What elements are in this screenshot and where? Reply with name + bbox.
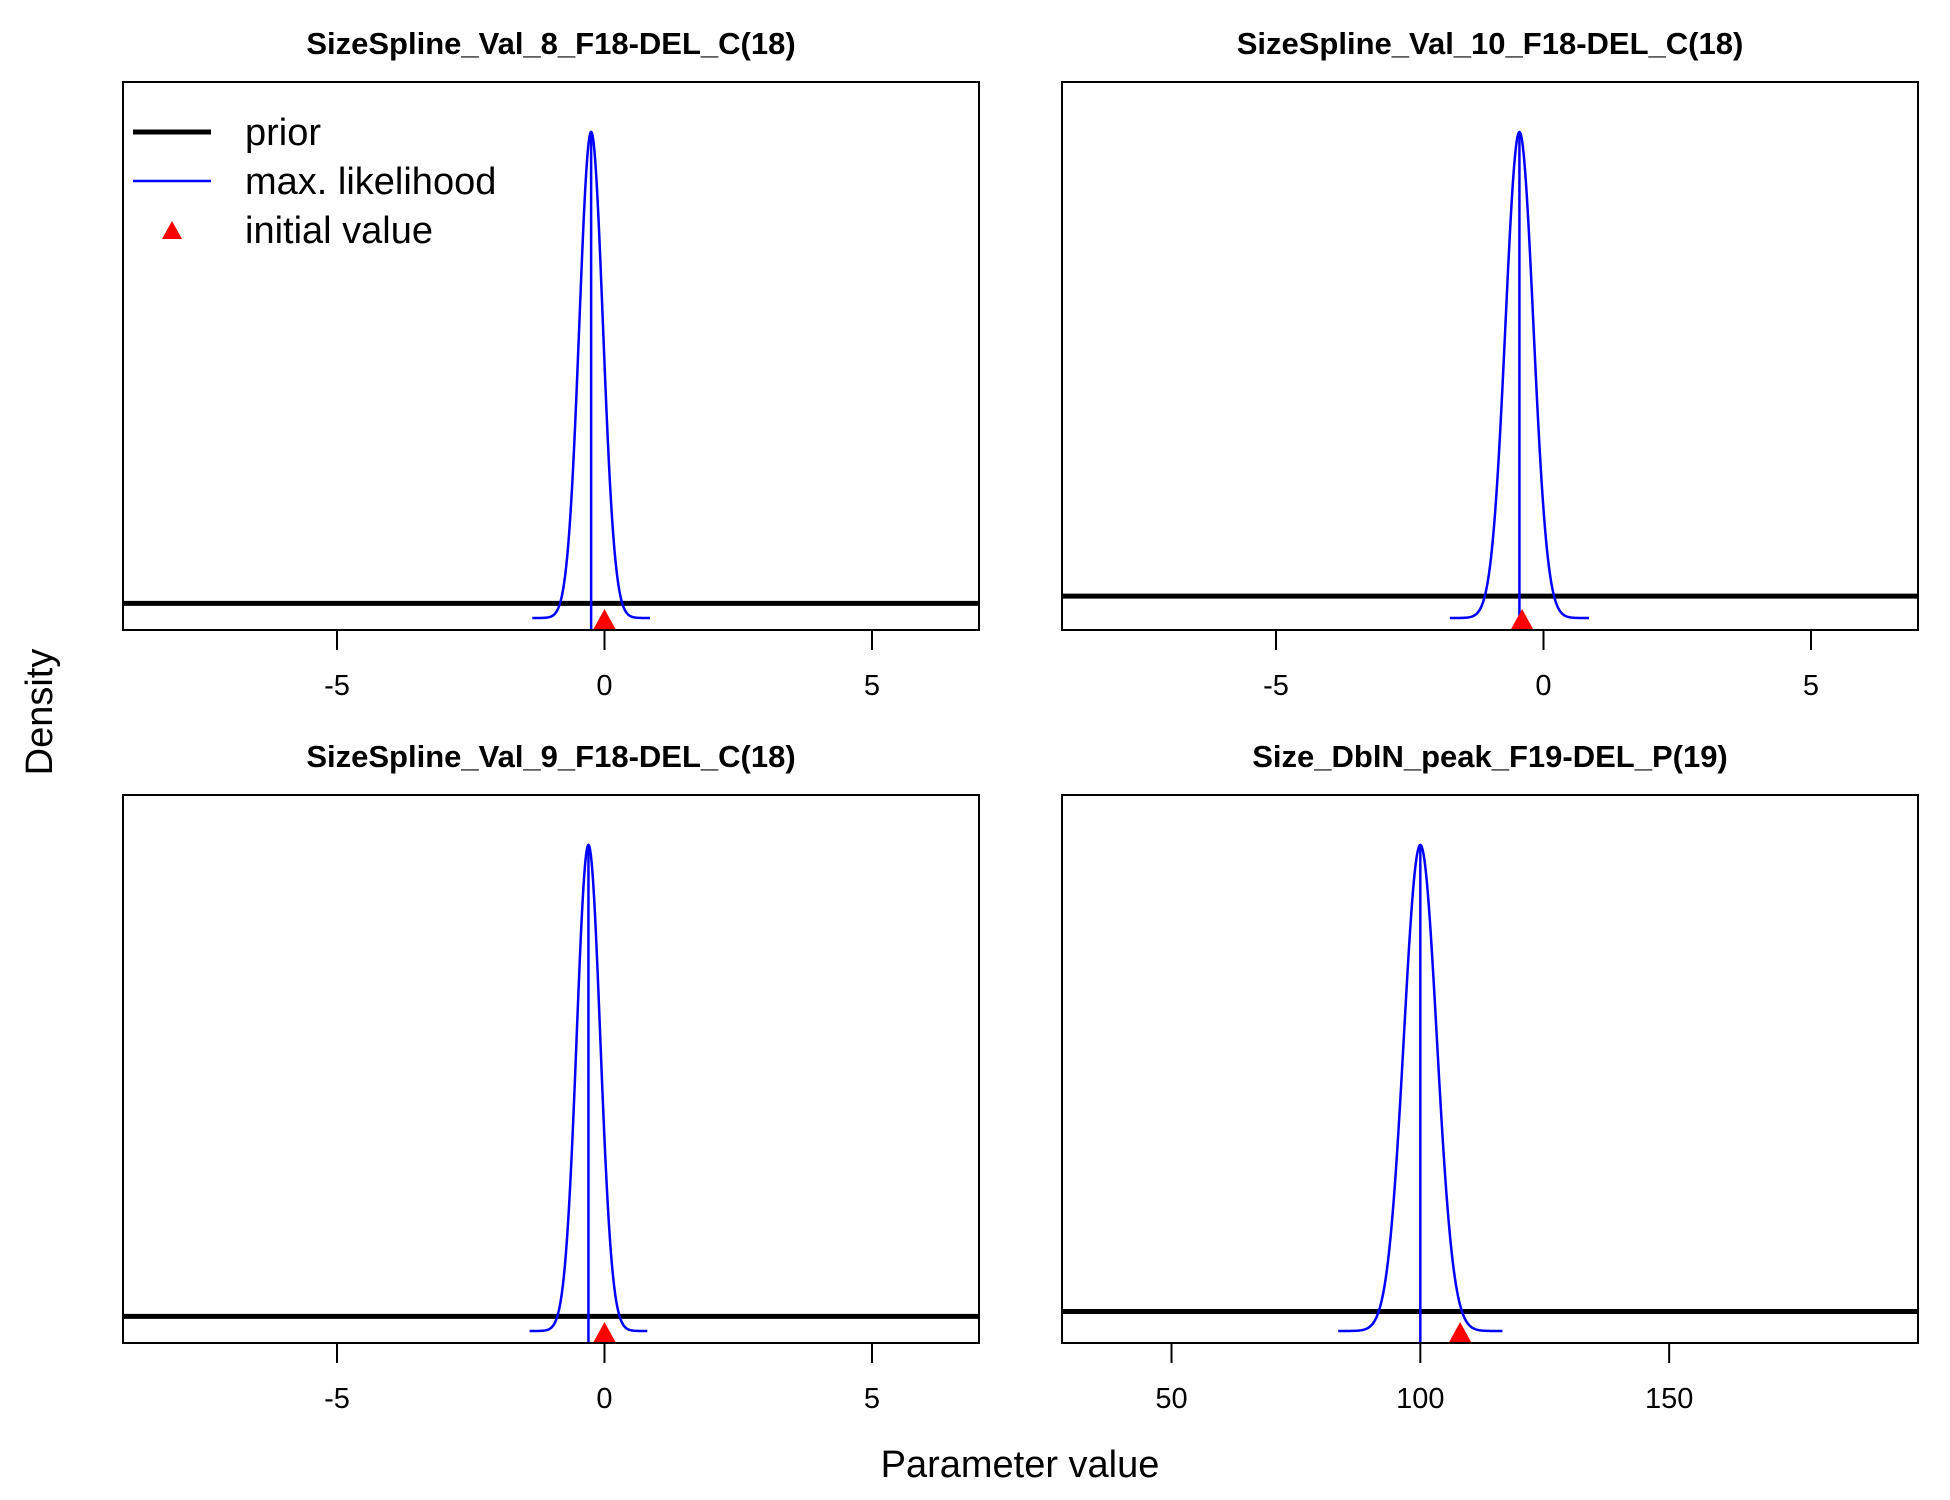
panel-title: SizeSpline_Val_8_F18-DEL_C(18) [306,26,795,61]
x-tick-label: 0 [596,1383,612,1415]
legend-label: prior [245,112,321,154]
x-tick-label: -5 [324,1383,350,1415]
panel-1: SizeSpline_Val_8_F18-DEL_C(18) -5 0 5 [122,26,980,702]
plot-frame [122,81,980,631]
y-axis-title: Density [19,649,61,776]
initial-value-marker [593,609,616,629]
legend-label: max. likelihood [245,161,496,203]
x-tick-label: 150 [1645,1383,1693,1415]
plot-area [1062,843,1918,1343]
legend-swatch [162,221,182,239]
initial-value-marker [1511,609,1534,629]
panels: SizeSpline_Val_8_F18-DEL_C(18)-5 0 5SizeSp… [122,26,1919,1415]
panel-4: Size_DblN_peak_F19-DEL_P(19) 50 100 150 [1061,739,1919,1415]
legend-item: prior [133,112,321,154]
initial-value-marker [593,1322,616,1342]
panel-3: SizeSpline_Val_9_F18-DEL_C(18) -5 0 5 [122,739,980,1415]
x-tick-label: 0 [1535,670,1551,702]
x-tick-label: 5 [864,670,880,702]
legend: prior max. likelihood initial value [133,112,496,252]
panel-title: Size_DblN_peak_F19-DEL_P(19) [1252,739,1728,774]
x-tick-label: -5 [324,670,350,702]
plot-frame [122,794,980,1344]
legend-label: initial value [245,210,433,252]
plot-frame [1061,794,1919,1344]
plot-area [123,130,979,630]
initial-value-marker [1449,1322,1472,1342]
x-tick-label: 100 [1396,1383,1444,1415]
plot-area [1062,130,1918,630]
x-tick-label: 5 [864,1383,880,1415]
panel-title: SizeSpline_Val_10_F18-DEL_C(18) [1237,26,1744,61]
panel-title: SizeSpline_Val_9_F18-DEL_C(18) [306,739,795,774]
x-tick-label: 5 [1803,670,1819,702]
plot-area [123,843,979,1343]
plot-frame [1061,81,1919,631]
x-tick-label: -5 [1263,670,1289,702]
legend-item: initial value [162,210,433,252]
x-tick-label: 50 [1155,1383,1187,1415]
legend-item: max. likelihood [133,161,496,203]
x-tick-label: 0 [596,670,612,702]
x-axis-title: Parameter value [881,1444,1160,1486]
panel-2: SizeSpline_Val_10_F18-DEL_C(18) -5 0 5 [1061,26,1919,702]
